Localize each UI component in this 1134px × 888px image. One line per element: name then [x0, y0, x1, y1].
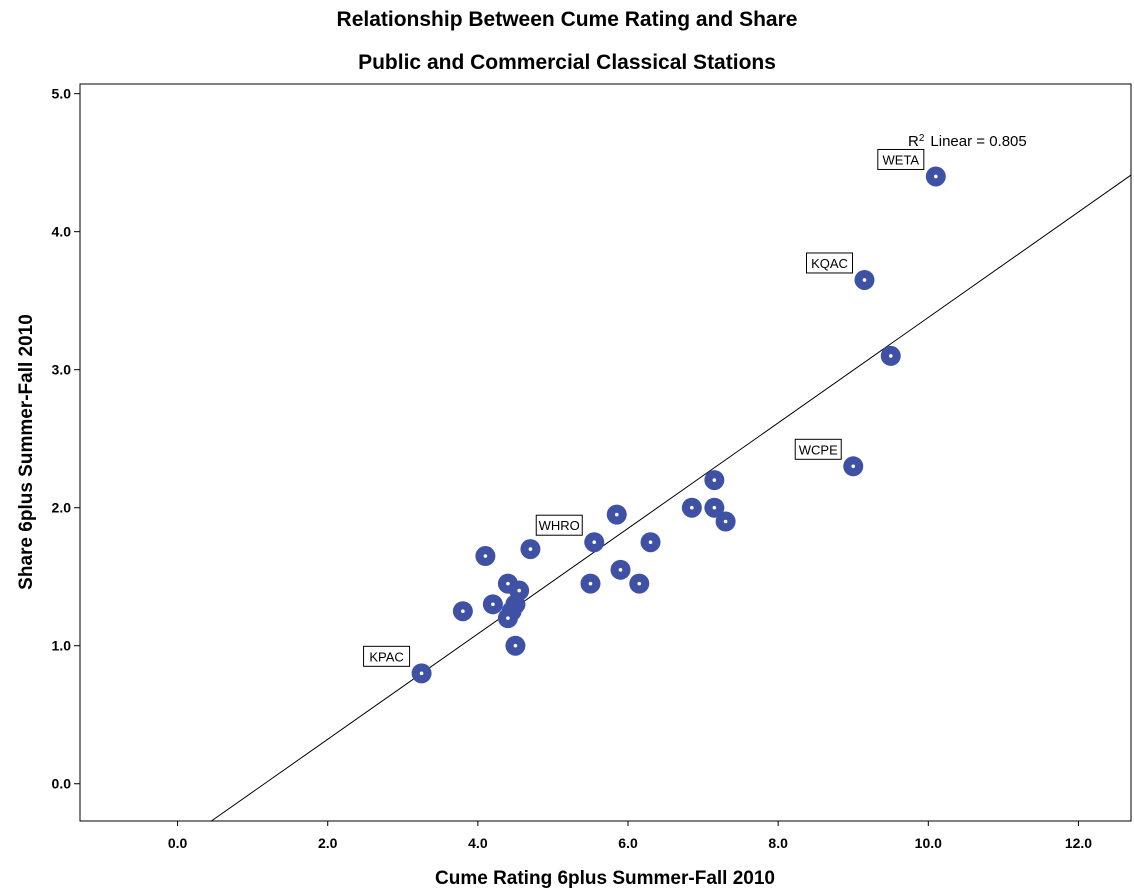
y-tick-label: 2.0	[52, 500, 72, 516]
data-point-center	[461, 609, 465, 614]
point-label-box	[794, 438, 842, 460]
data-point-center	[618, 568, 623, 572]
point-label: KPAC	[369, 649, 403, 664]
x-tick-label: 12.0	[1065, 835, 1092, 851]
y-tick-label: 1.0	[52, 638, 72, 654]
point-label: WETA	[883, 152, 920, 167]
point-labels: WETA KQAC WCPE WHRO KPAC	[363, 148, 925, 667]
data-point-center	[723, 519, 728, 524]
data-point-center	[934, 174, 938, 179]
y-tick-label: 4.0	[52, 224, 72, 240]
data-point-center	[506, 581, 510, 586]
chart-title: Relationship Between Cume Rating and Sha…	[336, 8, 798, 31]
data-point-center	[517, 588, 521, 593]
data-point-center	[614, 512, 619, 517]
data-point-center	[690, 505, 694, 510]
y-tick-label: 0.0	[52, 776, 72, 792]
data-point-center	[862, 278, 867, 282]
fit-line-group	[211, 174, 1132, 822]
data-point-center	[513, 643, 518, 648]
axis-ticks: 0.0 2.0 4.0 6.0 8.0 10.0 12.0 0.0 1.0 2.0 3.0 4.0 5.…	[52, 86, 1093, 851]
plot-area	[79, 83, 1132, 822]
data-point-center	[588, 581, 593, 586]
y-axis-title: Share 6plus Summer-Fall 2010	[16, 314, 37, 590]
data-point-center	[592, 540, 597, 545]
data-point-center	[491, 602, 495, 607]
x-tick-label: 10.0	[915, 835, 942, 851]
data-point-center	[506, 616, 510, 620]
data-point-center	[637, 581, 642, 586]
point-label: WCPE	[799, 442, 838, 457]
x-tick-label: 2.0	[318, 835, 338, 851]
point-label-box	[805, 252, 853, 274]
x-tick-label: 8.0	[768, 835, 788, 851]
x-tick-label: 0.0	[168, 835, 188, 851]
fit-line	[211, 174, 1132, 822]
data-point-center	[888, 354, 893, 358]
x-tick-label: 4.0	[468, 835, 488, 851]
point-label-box	[363, 645, 411, 667]
data-point-center	[648, 540, 653, 545]
data-point-center	[712, 478, 717, 482]
data-point-center	[483, 554, 488, 558]
point-label: KQAC	[811, 256, 848, 271]
point-label-box	[535, 514, 583, 536]
y-tick-label: 5.0	[52, 86, 72, 102]
y-tick-label: 3.0	[52, 362, 72, 378]
r2-annotation: R2 Linear = 0.805	[908, 133, 1027, 151]
x-tick-label: 6.0	[618, 835, 638, 851]
r2-value: Linear = 0.805	[930, 133, 1026, 150]
point-label: WHRO	[539, 518, 580, 533]
point-label-box	[877, 148, 925, 170]
data-points	[411, 166, 946, 684]
data-point-center	[851, 464, 856, 469]
data-point-center	[419, 671, 424, 676]
data-point-center	[712, 505, 717, 510]
chart-subtitle: Public and Commercial Classical Stations	[358, 51, 776, 74]
x-axis-title: Cume Rating 6plus Summer-Fall 2010	[435, 868, 775, 888]
data-point-center	[528, 547, 533, 551]
